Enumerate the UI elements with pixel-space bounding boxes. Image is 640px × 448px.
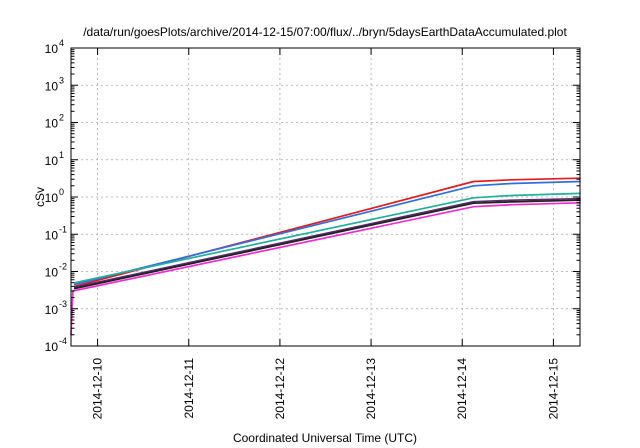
y-tick-exponent: -2 — [59, 262, 67, 272]
series-line — [73, 192, 581, 284]
series-line — [73, 199, 581, 290]
y-tick-label: 10 — [45, 117, 59, 131]
y-tick-exponent: 2 — [59, 113, 64, 123]
y-tick-label: 10 — [45, 79, 59, 93]
y-tick-label: 10 — [45, 228, 59, 242]
x-tick-label: 2014-12-14 — [455, 358, 469, 420]
x-tick-label: 2014-12-11 — [182, 358, 196, 419]
x-tick-label: 2014-12-10 — [91, 358, 105, 420]
chart-title: /data/run/goesPlots/archive/2014-12-15/0… — [83, 25, 567, 39]
y-axis-label: cSv — [33, 187, 47, 207]
x-tick-label: 2014-12-12 — [273, 358, 287, 420]
series-group — [70, 177, 581, 336]
x-tick-label: 2014-12-13 — [364, 358, 378, 420]
y-tick-label: 10 — [45, 266, 59, 280]
x-tick-label: 2014-12-15 — [546, 358, 560, 420]
y-tick-label: 10 — [45, 191, 59, 205]
series-line — [73, 180, 581, 286]
y-tick-exponent: 3 — [59, 75, 64, 85]
series-line — [73, 177, 581, 288]
series-line — [73, 197, 581, 289]
x-axis-label: Coordinated Universal Time (UTC) — [233, 431, 417, 445]
y-tick-label: 10 — [45, 154, 59, 168]
y-tick-exponent: -4 — [59, 336, 67, 346]
tick-marks — [71, 47, 580, 347]
y-tick-exponent: -3 — [59, 299, 67, 309]
y-tick-exponent: 0 — [59, 187, 64, 197]
y-tick-exponent: 4 — [59, 38, 64, 48]
y-tick-label: 10 — [45, 42, 59, 56]
y-tick-label: 10 — [45, 340, 59, 354]
grid — [71, 48, 580, 346]
y-tick-exponent: -1 — [59, 224, 67, 234]
x-tick-labels: 2014-12-10 2014-12-11 2014-12-12 2014-12-13… — [91, 358, 561, 420]
y-tick-label: 10 — [45, 303, 59, 317]
y-tick-exponent: 1 — [59, 150, 64, 160]
series-line — [70, 201, 581, 336]
